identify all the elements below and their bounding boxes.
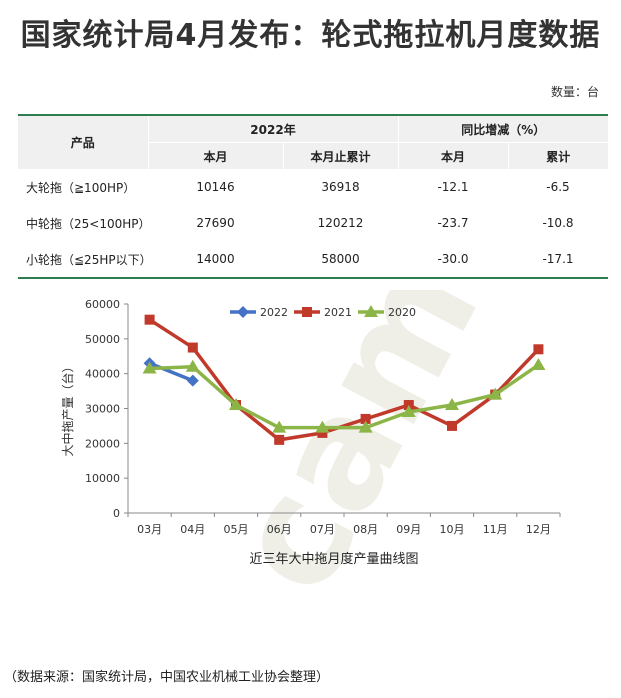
data-table: 产品 2022年 同比增减（%） 本月 本月止累计 本月 累计 大轮拖（≧100… (18, 114, 608, 279)
y-tick-label: 20000 (85, 437, 120, 450)
source-footnote: （数据来源：国家统计局，中国农业机械工业协会整理） (4, 670, 330, 685)
legend-marker-2020 (364, 305, 378, 317)
cell-month: 14000 (148, 241, 283, 279)
cell-product: 中轮拖（25<100HP） (26, 216, 151, 231)
x-tick-label: 06月 (267, 523, 292, 536)
legend-label-2021: 2021 (324, 306, 352, 319)
y-tick-label: 10000 (85, 472, 120, 485)
cell-cumulative: 58000 (283, 241, 398, 279)
y-tick-label: 60000 (85, 298, 120, 311)
y-tick-label: 0 (113, 507, 120, 520)
data-point-2021 (317, 427, 328, 438)
legend-marker-2022 (237, 306, 249, 318)
x-tick-label: 03月 (137, 523, 162, 536)
chart-title: 近三年大中拖月度产量曲线图 (249, 551, 418, 567)
data-point-2020 (272, 420, 287, 433)
data-point-2021 (447, 420, 457, 431)
data-point-2020 (185, 359, 200, 372)
data-point-2022 (186, 374, 199, 387)
x-tick-label: 11月 (483, 523, 508, 536)
page-title: 国家统计局4月发布：轮式拖拉机月度数据 (20, 18, 601, 53)
cell-yoy-month: -30.0 (398, 241, 508, 279)
series-line-2022 (148, 361, 194, 383)
cell-month: 10146 (196, 180, 235, 194)
data-point-2021 (144, 314, 155, 325)
cell-product: 大轮拖（≧100HP） (26, 180, 136, 195)
data-point-2020 (358, 420, 373, 433)
x-tick-label: 08月 (353, 523, 378, 536)
legend-label-2022: 2022 (260, 306, 288, 319)
y-tick-label: 30000 (85, 403, 120, 416)
x-tick-label: 09月 (396, 523, 421, 536)
header-month: 本月 (147, 142, 283, 169)
legend-label-2020: 2020 (388, 306, 416, 319)
cell-yoy-month: -23.7 (437, 216, 469, 230)
x-tick-label: 07月 (310, 523, 335, 536)
unit-label: 数量：台 (550, 85, 599, 99)
legend-marker-2021 (302, 307, 312, 317)
data-point-2020 (488, 387, 503, 400)
cell-yoy-cumulative: -17.1 (508, 241, 608, 279)
data-point-2020 (142, 361, 157, 374)
data-point-2020 (445, 398, 459, 411)
table-row: 中轮拖（25<100HP） 27690 120212 -23.7 -10.8 (18, 205, 608, 241)
header-yoy-cumulative: 累计 (507, 142, 608, 169)
header-product: 产品 (18, 114, 148, 169)
production-line-chart: cam 0 10000 20000 30000 40000 50000 60000 03月 04月… (60, 290, 561, 590)
data-point-2020 (315, 420, 330, 433)
cell-yoy-cumulative: -10.8 (542, 216, 574, 230)
cell-yoy-month: -12.1 (437, 180, 469, 194)
data-point-2021 (533, 344, 544, 355)
cell-month: 27690 (196, 216, 235, 230)
data-point-2020 (401, 404, 416, 417)
cell-cumulative: 36918 (321, 180, 360, 194)
x-tick-label: 04月 (180, 523, 205, 536)
cell-yoy-cumulative: -6.5 (546, 180, 570, 194)
data-point-2021 (187, 342, 198, 353)
data-point-2021 (274, 434, 285, 445)
table-row: 大轮拖（≧100HP） 10146 36918 -12.1 -6.5 (18, 169, 608, 205)
data-point-2020 (229, 398, 243, 411)
y-tick-label: 40000 (85, 368, 120, 381)
header-2022: 2022年 (147, 114, 398, 143)
x-tick-label: 12月 (526, 523, 551, 536)
header-yoy: 同比增减（%） (397, 114, 608, 143)
header-yoy-month: 本月 (397, 142, 508, 169)
y-axis-title: 大中拖产量（台） (60, 360, 75, 456)
data-point-2021 (360, 413, 371, 424)
cell-cumulative: 120212 (317, 216, 364, 230)
header-cumulative: 本月止累计 (282, 142, 398, 169)
x-tick-label: 10月 (440, 523, 465, 536)
y-tick-label: 50000 (85, 333, 120, 346)
data-point-2020 (531, 357, 546, 370)
cell-product: 小轮拖（≦25HP以下） (18, 241, 152, 279)
watermark-logo: cam (197, 290, 513, 590)
x-tick-label: 05月 (224, 523, 249, 536)
series-line-2020 (149, 363, 540, 430)
table-row: 小轮拖（≦25HP以下） 14000 58000 -30.0 -17.1 (18, 241, 608, 279)
